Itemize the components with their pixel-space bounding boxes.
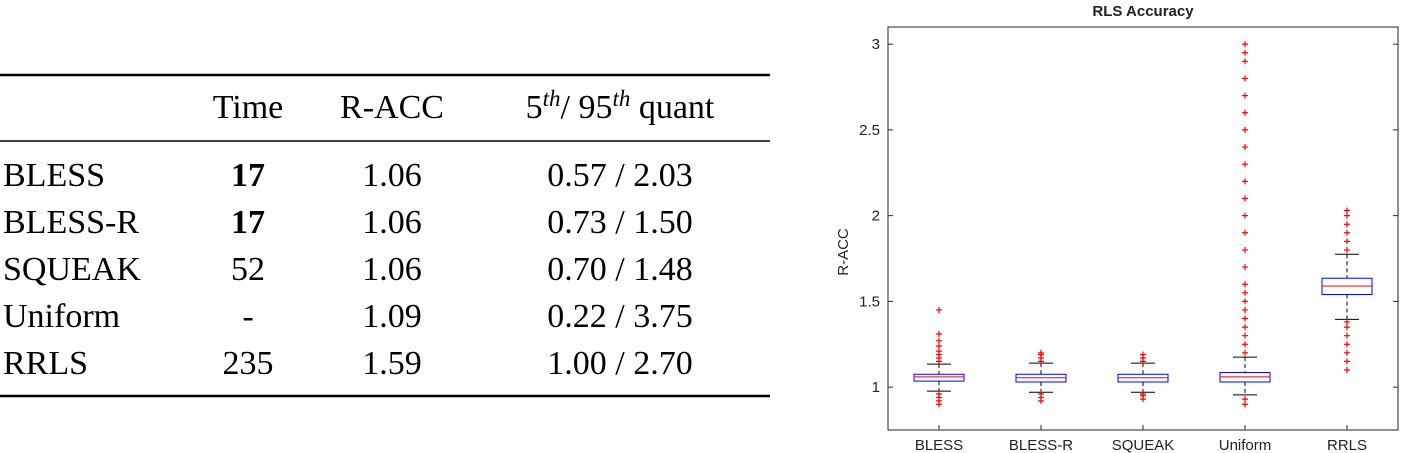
outlier	[1242, 298, 1248, 305]
outlier	[1242, 349, 1248, 356]
outlier	[1242, 332, 1248, 339]
header-part: th	[612, 86, 630, 111]
table-cell: BLESS-R	[3, 204, 139, 241]
table-cell: 52	[231, 251, 265, 288]
table-cell: -	[242, 298, 253, 335]
outlier	[1242, 144, 1248, 151]
plot-frame	[887, 26, 1399, 431]
outlier	[1242, 289, 1248, 296]
outlier	[1242, 281, 1248, 288]
outlier	[1242, 178, 1248, 185]
y-tick-label: 2	[872, 208, 880, 225]
table-cell: 0.70 / 1.48	[547, 251, 692, 288]
outlier	[1344, 318, 1350, 325]
outlier	[1242, 49, 1248, 56]
outlier	[1242, 246, 1248, 253]
table-cell: 0.22 / 3.75	[547, 298, 692, 335]
table-cell: Uniform	[3, 298, 120, 335]
outlier	[936, 348, 942, 355]
outlier	[1242, 229, 1248, 236]
x-tick-label: BLESS-R	[1009, 437, 1073, 453]
table-cell: 17	[231, 204, 265, 241]
outlier	[1344, 332, 1350, 339]
x-tick-label: RRLS	[1327, 437, 1367, 453]
x-tick-label: Uniform	[1219, 437, 1272, 453]
outlier	[1242, 341, 1248, 348]
header-part: quant	[630, 89, 715, 126]
outlier	[936, 306, 942, 313]
outlier	[1242, 324, 1248, 331]
y-axis-label: R-ACC	[835, 228, 852, 276]
outlier	[1344, 238, 1350, 245]
outlier	[1242, 161, 1248, 168]
table-cell: 1.59	[362, 345, 422, 382]
outlier	[1242, 41, 1248, 48]
outlier	[1344, 212, 1350, 219]
outlier	[1242, 306, 1248, 313]
outlier	[1038, 349, 1044, 356]
table-cell: RRLS	[3, 345, 88, 382]
outlier	[1242, 58, 1248, 65]
table-cell: 1.06	[362, 204, 422, 241]
table-cell: 1.00 / 2.70	[547, 345, 692, 382]
header-part: 5	[526, 89, 543, 126]
table-cell: 1.06	[362, 251, 422, 288]
y-tick-label: 1	[872, 379, 880, 396]
outlier	[1242, 75, 1248, 82]
outlier	[1344, 341, 1350, 348]
box	[913, 373, 965, 382]
header-part: th	[543, 86, 561, 111]
outlier	[1344, 324, 1350, 331]
quant-header: 5th/ 95th quant	[526, 86, 715, 127]
chart-title: RLS Accuracy	[1092, 3, 1194, 20]
column-header: Time	[213, 89, 284, 126]
table-cell: 0.57 / 2.03	[547, 157, 692, 194]
y-tick-label: 2.5	[859, 122, 880, 139]
outlier	[1242, 315, 1248, 322]
outlier	[1242, 109, 1248, 116]
outlier	[936, 390, 942, 397]
header-part: / 95	[561, 89, 613, 126]
outlier	[1242, 264, 1248, 271]
outlier	[936, 337, 942, 344]
outlier	[1038, 390, 1044, 397]
x-tick-label: BLESS	[915, 437, 963, 453]
table-cell: 17	[231, 157, 265, 194]
outlier	[1344, 229, 1350, 236]
outlier	[1242, 126, 1248, 133]
outlier	[1344, 366, 1350, 373]
outlier	[936, 342, 942, 349]
outlier	[1242, 396, 1248, 403]
y-tick-label: 1.5	[859, 293, 880, 310]
table-cell: 1.09	[362, 298, 422, 335]
outlier	[1242, 92, 1248, 99]
outlier	[1344, 207, 1350, 214]
outlier	[936, 330, 942, 337]
table-cell: SQUEAK	[3, 251, 141, 288]
outlier	[1242, 195, 1248, 202]
outlier	[1344, 349, 1350, 356]
table-cell: 1.06	[362, 157, 422, 194]
table-cell: 235	[223, 345, 274, 382]
outlier	[1344, 221, 1350, 228]
outlier	[1242, 212, 1248, 219]
column-header: R-ACC	[340, 89, 444, 126]
y-tick-label: 3	[872, 36, 880, 53]
outlier	[1344, 358, 1350, 365]
outlier	[1242, 401, 1248, 408]
outlier	[1140, 351, 1146, 358]
table-cell: BLESS	[3, 157, 105, 194]
x-tick-label: SQUEAK	[1112, 437, 1175, 453]
outlier	[1140, 390, 1146, 397]
table-cell: 0.73 / 1.50	[547, 204, 692, 241]
outlier	[1344, 246, 1350, 253]
